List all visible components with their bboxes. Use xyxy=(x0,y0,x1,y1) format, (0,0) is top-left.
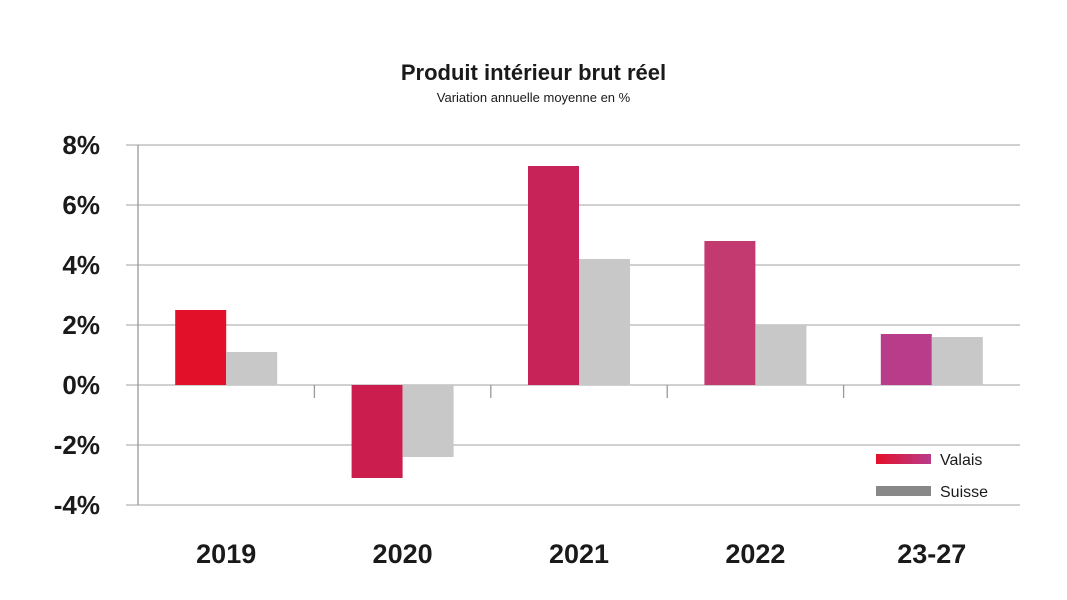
x-tick-label: 2020 xyxy=(373,539,433,569)
legend-label-suisse: Suisse xyxy=(940,484,988,501)
y-tick-label: -4% xyxy=(54,490,100,520)
y-tick-label: 4% xyxy=(62,250,100,280)
x-tick-label: 2022 xyxy=(725,539,785,569)
bar-suisse-2020 xyxy=(402,385,454,457)
bar-suisse-2019 xyxy=(226,352,278,385)
legend-swatch-suisse xyxy=(876,486,931,496)
legend-label-valais: Valais xyxy=(940,452,982,469)
chart-title: Produit intérieur brut réel xyxy=(400,60,667,85)
bar-valais-2021 xyxy=(528,166,579,385)
chart-subtitle: Variation annuelle moyenne en % xyxy=(436,90,631,105)
bar-valais-2020 xyxy=(351,385,403,478)
bar-valais-23-27 xyxy=(880,334,932,385)
y-tick-label: 6% xyxy=(62,190,100,220)
x-tick-label: 2021 xyxy=(549,539,609,569)
bar-suisse-2022 xyxy=(755,325,807,385)
x-tick-label: 23-27 xyxy=(897,539,966,569)
bar-valais-2022 xyxy=(704,241,756,385)
bar-suisse-23-27 xyxy=(931,337,983,385)
y-tick-label: 0% xyxy=(62,370,100,400)
x-tick-label: 2019 xyxy=(196,539,256,569)
y-tick-label: 8% xyxy=(62,130,100,160)
bar-valais-2019 xyxy=(175,310,227,385)
y-tick-label: -2% xyxy=(54,430,100,460)
y-tick-label: 2% xyxy=(62,310,100,340)
bar-suisse-2021 xyxy=(579,259,630,385)
legend-swatch-valais xyxy=(876,454,931,464)
